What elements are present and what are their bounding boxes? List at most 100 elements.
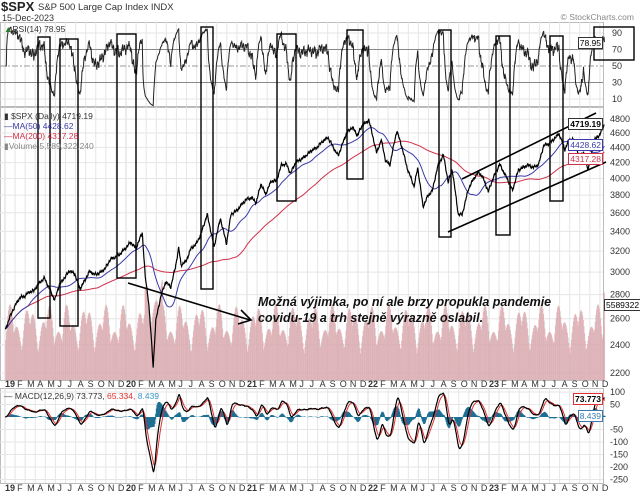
volume-bar	[369, 310, 371, 380]
volume-bar	[226, 331, 228, 380]
volume-bar	[76, 345, 78, 380]
volume-bar	[499, 310, 501, 380]
volume-bar	[511, 338, 513, 380]
volume-bar	[446, 308, 448, 380]
volume-bar	[252, 316, 254, 380]
volume-bar	[568, 342, 570, 380]
volume-bar	[368, 328, 369, 380]
volume-bar	[489, 342, 491, 380]
volume-bar	[326, 334, 328, 380]
volume-bar	[580, 310, 582, 380]
volume-bar	[183, 327, 185, 380]
volume-bar	[481, 325, 483, 380]
volume-bar	[397, 335, 399, 380]
volume-bar	[527, 328, 529, 380]
volume-bar	[420, 324, 422, 380]
x-tick-label: S	[209, 379, 215, 389]
x-tick-label: J	[189, 483, 194, 493]
macd-histogram-bar	[359, 417, 361, 420]
volume-bar	[48, 306, 50, 380]
volume-bar	[116, 337, 118, 380]
volume-bar	[395, 328, 397, 380]
x-tick-label: A	[279, 379, 285, 389]
volume-bar	[377, 341, 379, 380]
volume-bar	[245, 338, 247, 380]
volume-bar	[571, 332, 573, 380]
macd-histogram-bar	[137, 417, 139, 419]
macd-line	[5, 392, 605, 473]
volume-bar	[15, 327, 17, 380]
x-tick-label: M	[27, 379, 34, 389]
volume-bar	[527, 335, 529, 380]
x-tick-label: M	[511, 379, 518, 389]
volume-bar	[479, 324, 481, 380]
volume-bar	[77, 350, 79, 380]
volume-bar	[38, 346, 40, 380]
macd-histogram-bar	[398, 411, 401, 417]
volume-bar	[532, 331, 534, 380]
volume-bar	[242, 319, 244, 380]
volume-bar	[300, 325, 302, 380]
volume-bar	[184, 322, 186, 380]
volume-bar	[331, 304, 333, 380]
volume-bar	[388, 304, 390, 380]
volume-bar	[501, 305, 503, 380]
copyright[interactable]: © StockCharts.com	[560, 12, 634, 22]
volume-bar	[65, 305, 67, 380]
volume-bar	[444, 304, 446, 380]
volume-bar	[448, 331, 450, 380]
volume-bar	[134, 349, 136, 380]
volume-bar	[169, 331, 171, 380]
volume-bar	[43, 322, 45, 380]
volume-bar	[337, 330, 339, 380]
volume-bar	[305, 340, 307, 380]
volume-bar	[466, 314, 468, 380]
volume-bar	[421, 322, 423, 380]
volume-bar	[495, 336, 497, 380]
volume-bar	[480, 329, 482, 380]
volume-bar	[570, 346, 572, 380]
volume-bar	[435, 333, 437, 380]
volume-bar	[187, 329, 189, 380]
macd-histogram-bar	[443, 415, 446, 417]
volume-bar	[49, 306, 51, 380]
macd-histogram-bar	[547, 415, 549, 417]
annotation-box	[116, 33, 137, 279]
volume-bar	[79, 333, 81, 380]
macd-histogram-bar	[236, 416, 239, 417]
volume-bar	[298, 318, 300, 380]
volume-bar	[509, 330, 511, 380]
volume-bar	[501, 305, 503, 380]
x-tick-label: M	[410, 379, 418, 389]
volume-bar	[21, 350, 23, 380]
volume-bar	[164, 316, 166, 380]
x-tick-label: F	[501, 483, 507, 493]
x-tick-label: A	[78, 483, 84, 493]
macd-histogram-bar	[461, 417, 464, 419]
volume-bar	[438, 335, 440, 380]
volume-bar	[177, 310, 179, 380]
price-tick-label: 3600	[610, 208, 630, 218]
volume-bar	[156, 301, 158, 380]
volume-bar	[545, 340, 547, 380]
volume-bar	[279, 335, 281, 380]
volume-bar	[462, 311, 464, 380]
x-tick-label: A	[441, 483, 447, 493]
volume-bar	[209, 334, 211, 380]
volume-bar	[330, 306, 332, 380]
volume-bar	[460, 313, 462, 380]
volume-bar	[307, 324, 309, 380]
volume-bar	[8, 306, 10, 380]
volume-bar	[287, 344, 289, 380]
volume-bar	[584, 340, 586, 380]
volume-bar	[286, 343, 288, 380]
volume-bar	[32, 314, 34, 380]
volume-bar	[574, 314, 576, 380]
volume-bar	[234, 308, 236, 380]
volume-bar	[281, 330, 283, 380]
volume-bar	[10, 306, 12, 380]
volume-bar	[384, 334, 386, 380]
volume-bar	[579, 312, 581, 380]
volume-bar	[212, 327, 214, 380]
volume-bar	[17, 330, 19, 380]
